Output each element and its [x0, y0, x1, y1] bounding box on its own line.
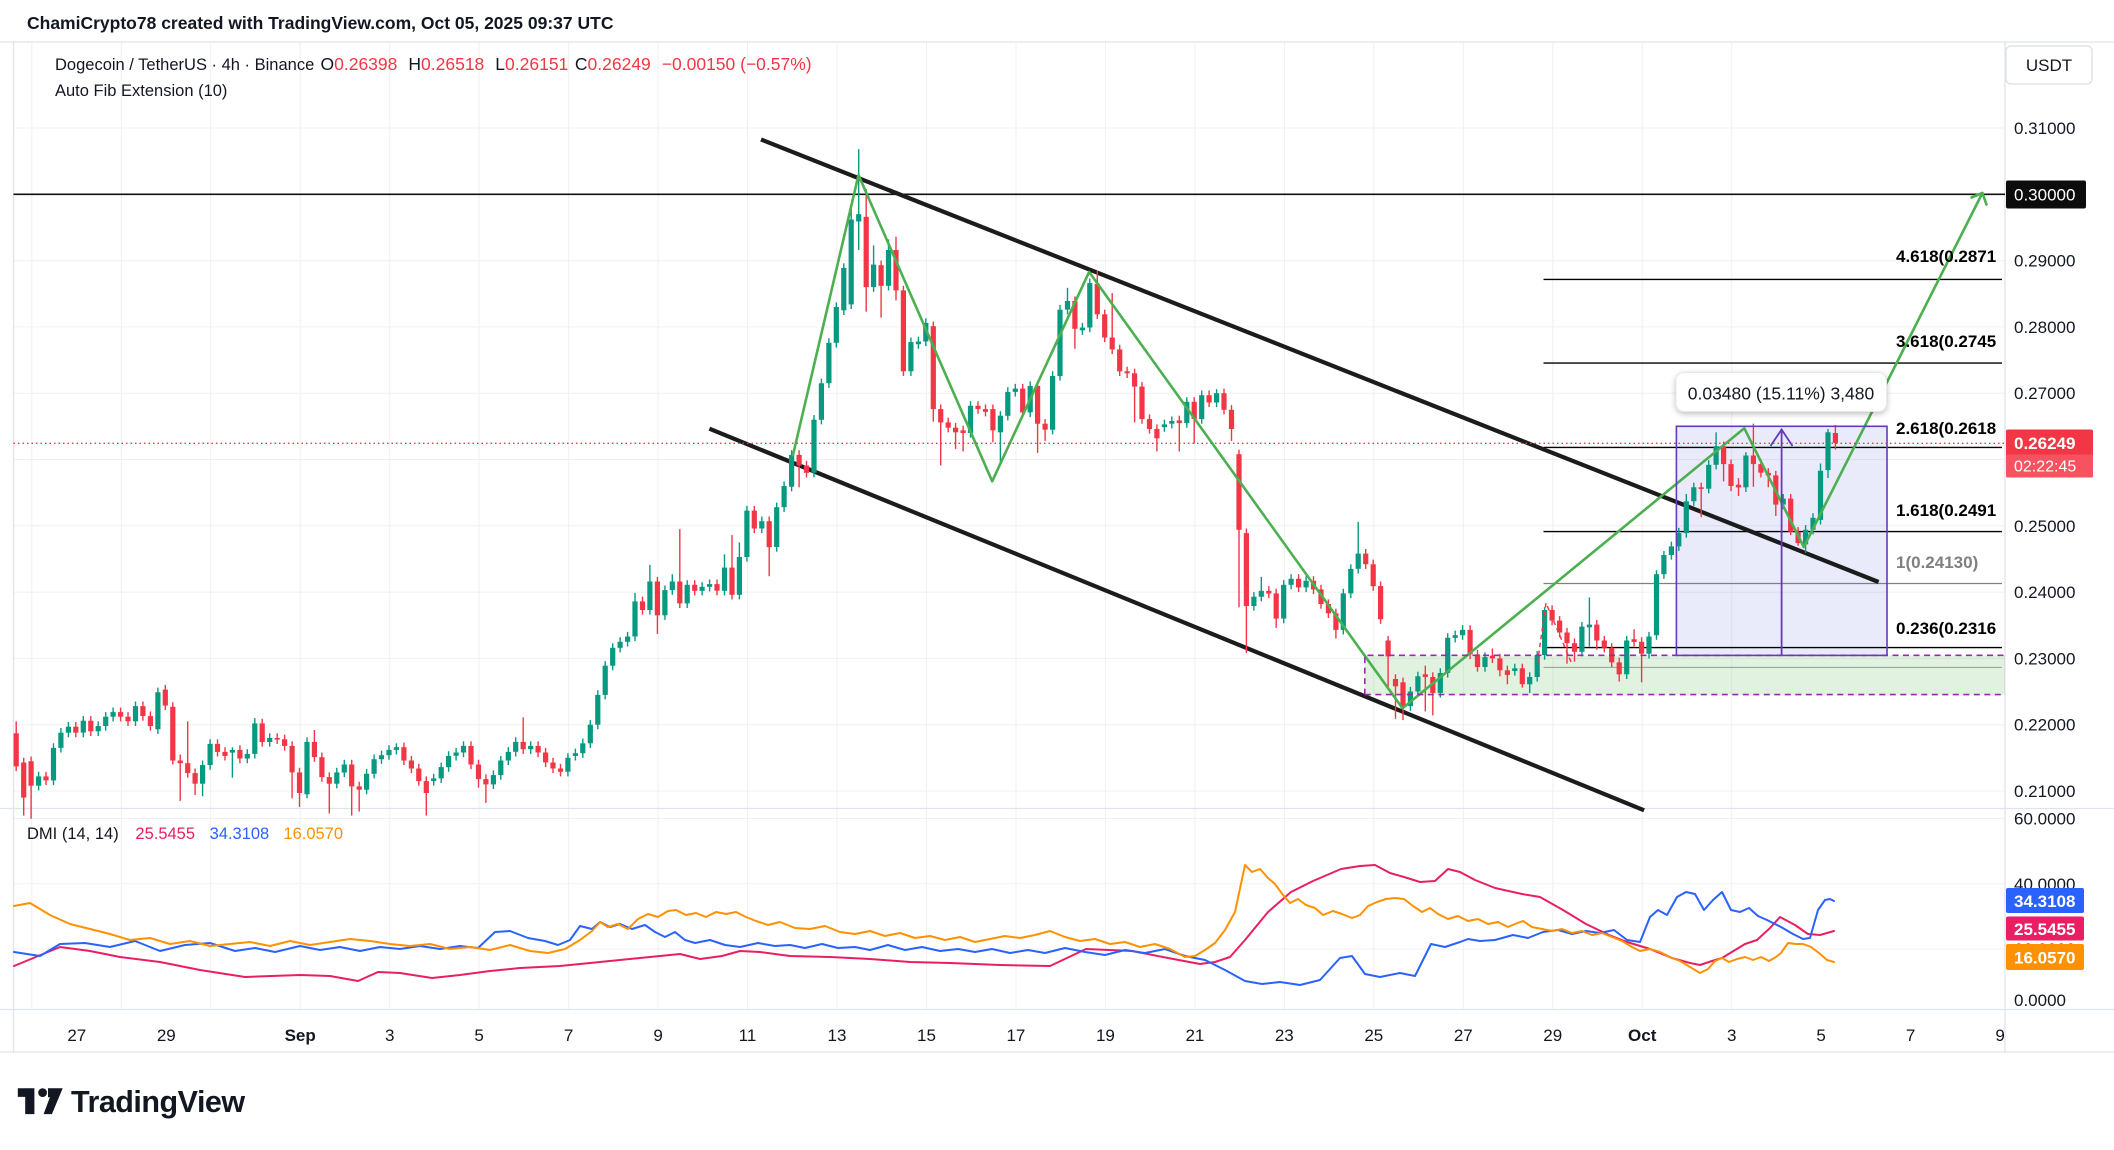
svg-text:0.25000: 0.25000	[2014, 517, 2075, 536]
svg-text:27: 27	[1454, 1026, 1473, 1045]
svg-text:1(0.24130): 1(0.24130)	[1896, 553, 1978, 572]
svg-text:5: 5	[1816, 1026, 1825, 1045]
svg-text:0.28000: 0.28000	[2014, 318, 2075, 337]
svg-text:17: 17	[1006, 1026, 1025, 1045]
svg-text:0.236(0.2316: 0.236(0.2316	[1896, 619, 1996, 638]
svg-text:0.0000: 0.0000	[2014, 991, 2066, 1010]
svg-text:9: 9	[1995, 1026, 2004, 1045]
svg-text:3.618(0.2745: 3.618(0.2745	[1896, 332, 1996, 351]
svg-text:21: 21	[1185, 1026, 1204, 1045]
svg-text:11: 11	[739, 1026, 757, 1045]
svg-text:4.618(0.2871: 4.618(0.2871	[1896, 247, 1996, 266]
svg-text:C0.26249: C0.26249	[575, 54, 651, 74]
svg-text:H0.26518: H0.26518	[408, 54, 484, 74]
svg-text:ChamiCrypto78 created with Tra: ChamiCrypto78 created with TradingView.c…	[27, 13, 614, 33]
svg-text:60.0000: 60.0000	[2014, 810, 2075, 829]
svg-text:34.3108: 34.3108	[2014, 892, 2075, 911]
svg-text:0.03480 (15.11%) 3,480: 0.03480 (15.11%) 3,480	[1688, 384, 1875, 404]
svg-text:Auto Fib Extension (10): Auto Fib Extension (10)	[55, 82, 227, 100]
svg-text:27: 27	[67, 1026, 86, 1045]
svg-text:5: 5	[474, 1026, 483, 1045]
svg-text:7: 7	[564, 1026, 573, 1045]
svg-text:Sep: Sep	[285, 1026, 316, 1045]
svg-text:29: 29	[157, 1026, 176, 1045]
svg-text:3: 3	[385, 1026, 394, 1045]
svg-text:TradingView: TradingView	[71, 1085, 245, 1119]
svg-text:25.5455: 25.5455	[2014, 920, 2075, 939]
svg-text:0.26249: 0.26249	[2014, 434, 2075, 453]
svg-text:0.24000: 0.24000	[2014, 583, 2075, 602]
svg-text:−0.00150 (−0.57%): −0.00150 (−0.57%)	[662, 54, 812, 74]
svg-text:L0.26151: L0.26151	[495, 54, 568, 74]
svg-text:13: 13	[828, 1026, 847, 1045]
svg-text:DMI (14, 14): DMI (14, 14)	[27, 825, 119, 843]
svg-text:3: 3	[1727, 1026, 1736, 1045]
svg-text:1.618(0.2491: 1.618(0.2491	[1896, 501, 1996, 520]
svg-text:0.30000: 0.30000	[2014, 186, 2075, 205]
svg-text:34.3108: 34.3108	[210, 825, 270, 843]
svg-text:29: 29	[1543, 1026, 1562, 1045]
svg-text:23: 23	[1275, 1026, 1294, 1045]
svg-text:9: 9	[653, 1026, 662, 1045]
svg-text:15: 15	[917, 1026, 936, 1045]
svg-text:2.618(0.2618: 2.618(0.2618	[1896, 419, 1996, 438]
svg-text:16.0570: 16.0570	[283, 825, 343, 843]
svg-text:0.23000: 0.23000	[2014, 649, 2075, 668]
svg-text:0.22000: 0.22000	[2014, 716, 2075, 735]
svg-text:0.31000: 0.31000	[2014, 119, 2075, 138]
svg-text:Dogecoin / TetherUS · 4h · Bin: Dogecoin / TetherUS · 4h · Binance	[55, 56, 314, 74]
svg-text:16.0570: 16.0570	[2014, 949, 2075, 968]
svg-text:USDT: USDT	[2026, 56, 2072, 75]
svg-text:O0.26398: O0.26398	[321, 54, 398, 74]
svg-text:25.5455: 25.5455	[135, 825, 195, 843]
svg-text:0.27000: 0.27000	[2014, 384, 2075, 403]
svg-text:25: 25	[1364, 1026, 1383, 1045]
svg-text:0.21000: 0.21000	[2014, 782, 2075, 801]
svg-text:7: 7	[1906, 1026, 1915, 1045]
svg-text:Oct: Oct	[1628, 1026, 1657, 1045]
svg-text:0.29000: 0.29000	[2014, 252, 2075, 271]
svg-text:19: 19	[1096, 1026, 1115, 1045]
svg-text:02:22:45: 02:22:45	[2014, 459, 2076, 476]
